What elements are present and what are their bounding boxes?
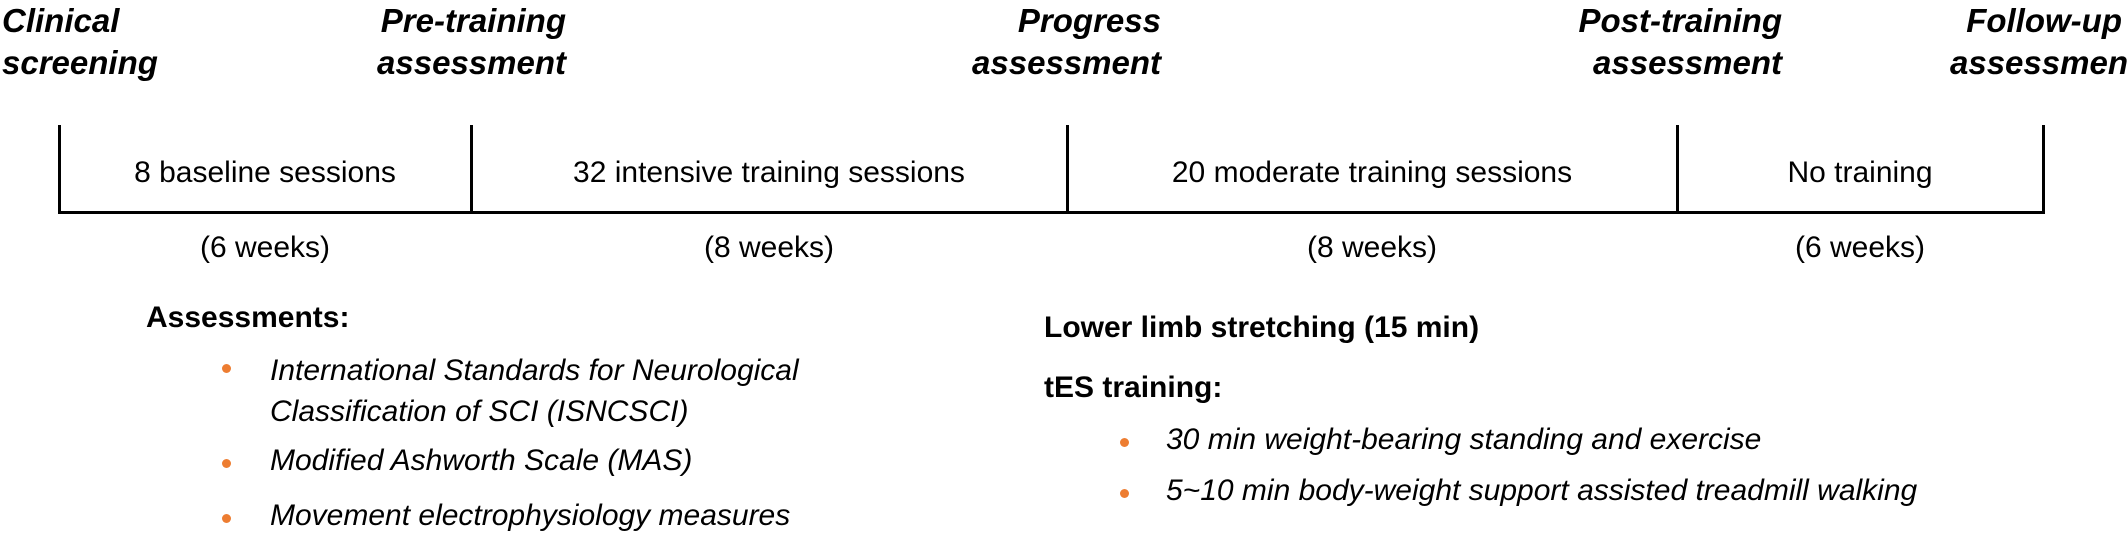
milestone-line: assessment [1950,44,2128,81]
timeline-tick [470,125,473,214]
training-item-standing: 30 min weight-bearing standing and exerc… [1166,423,1762,456]
milestone-clinical-screening: Clinical screening [2,0,158,84]
assessments-heading: Assessments: [146,301,350,334]
phase-label-baseline: 8 baseline sessions [134,156,396,189]
assessment-item-electrophysiology: Movement electrophysiology measures [270,499,791,532]
milestone-line: Pre-training [380,2,566,39]
stretching-heading: Lower limb stretching (15 min) [1044,311,1480,344]
phase-label-intensive: 32 intensive training sessions [573,156,965,189]
phase-duration: (8 weeks) [1306,231,1438,264]
milestone-post-training-assessment: Post-training assessment [1572,0,1783,84]
assessment-item-isncsci: International Standards for Neurological… [270,350,799,432]
timeline-tick [1676,125,1679,214]
milestone-line: Post-training [1578,2,1783,39]
bullet-dot [222,459,231,468]
milestone-line: assessment [972,44,1161,81]
timeline-tick [58,125,61,214]
milestone-line: Clinical [2,2,120,39]
phase-duration: (6 weeks) [199,231,331,264]
bullet-dot [222,514,231,523]
phase-duration: (8 weeks) [703,231,835,264]
bullet-dot [222,364,231,373]
phase-label-moderate: 20 moderate training sessions [1171,156,1573,189]
milestone-progress-assessment: Progress assessment [966,0,1161,84]
milestone-line: screening [2,44,158,81]
assessment-item-mas: Modified Ashworth Scale (MAS) [270,444,693,477]
training-item-treadmill: 5~10 min body-weight support assisted tr… [1166,474,1918,507]
timeline-axis [58,211,2045,214]
timeline-tick [2042,125,2045,214]
assessment-item-line: Classification of SCI (ISNCSCI) [270,395,689,428]
phase-duration: (6 weeks) [1794,231,1926,264]
bullet-dot [1120,438,1129,447]
milestone-line: Follow-up [1966,2,2122,39]
assessment-item-line: International Standards for Neurological [270,354,799,387]
milestone-line: assessment [377,44,566,81]
timeline-tick [1066,125,1069,214]
milestone-follow-up-assessment: Follow-up assessment [1950,0,2128,84]
milestone-line: Progress [1017,2,1161,39]
bullet-dot [1120,489,1129,498]
phase-label-no-training: No training [1787,156,1933,189]
milestone-pre-training-assessment: Pre-training assessment [376,0,566,84]
milestone-line: assessment [1593,44,1782,81]
tes-training-heading: tES training: [1044,371,1223,404]
